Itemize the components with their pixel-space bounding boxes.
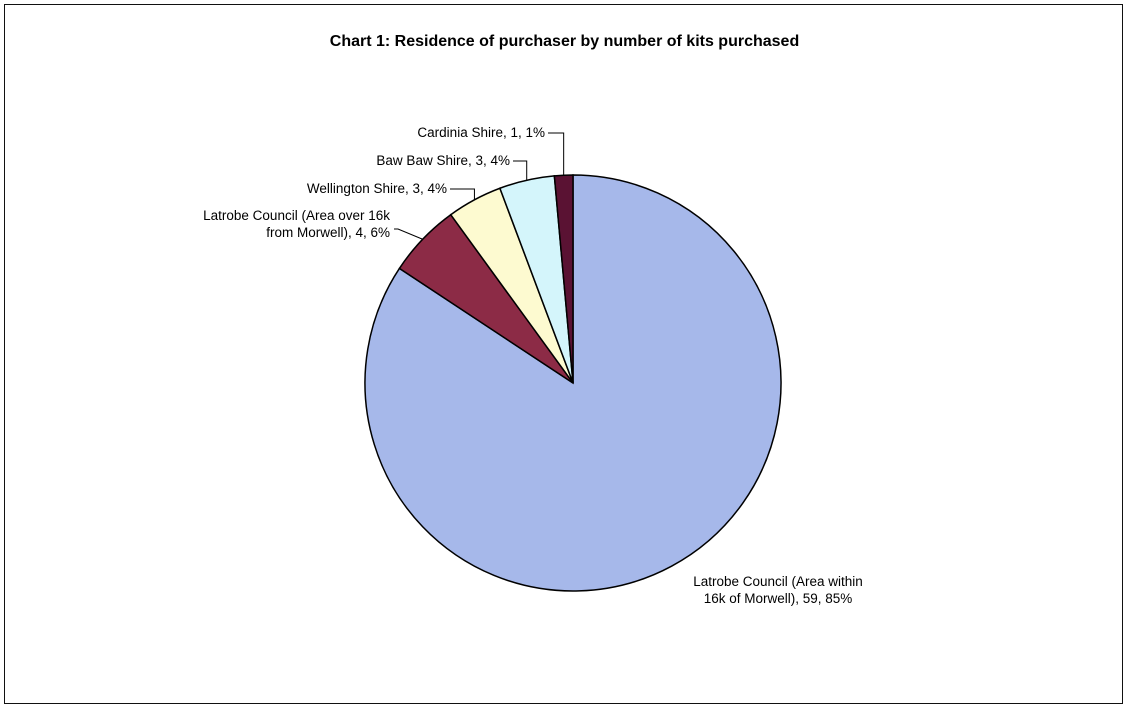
- slice-label-2: Wellington Shire, 3, 4%: [307, 181, 447, 196]
- slice-label-0: Latrobe Council (Area within 16k of Morwe…: [693, 574, 863, 606]
- pie-slice-0: [364, 174, 782, 592]
- slice-label-3: Baw Baw Shire, 3, 4%: [376, 153, 510, 168]
- slice-label-1: Latrobe Council (Area over 16k from Morwe…: [203, 208, 390, 240]
- leader-line-3: [513, 160, 528, 181]
- leader-line-1: [394, 228, 423, 240]
- pie-labels: Latrobe Council (Area within 16k of Morwe…: [203, 125, 863, 606]
- pie-slices: [364, 174, 782, 592]
- slice-label-4: Cardinia Shire, 1, 1%: [417, 125, 545, 140]
- chart-title: Chart 1: Residence of purchaser by numbe…: [329, 33, 800, 50]
- leader-line-2: [450, 188, 475, 200]
- leader-line-4: [548, 132, 565, 176]
